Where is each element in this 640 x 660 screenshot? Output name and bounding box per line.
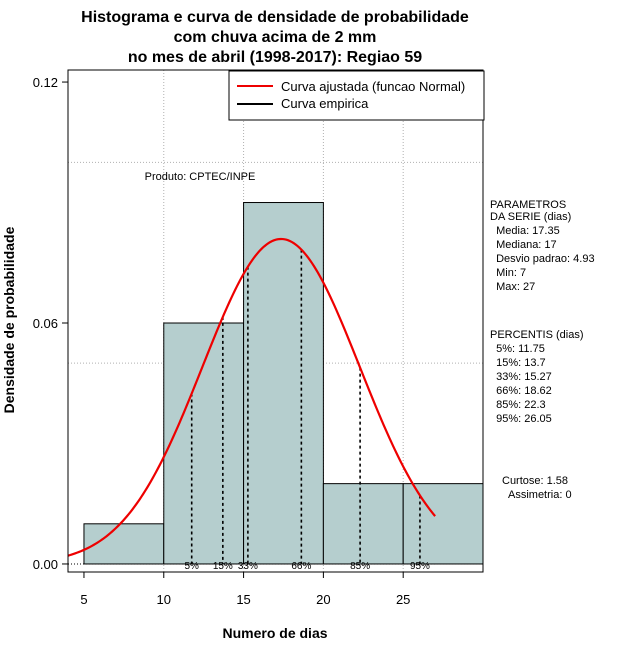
params-line: Min: 7 xyxy=(490,267,526,279)
percentis-line: 66%: 18.62 xyxy=(490,385,552,397)
bar-layer xyxy=(83,202,484,565)
title-line-2: com chuva acima de 2 mm xyxy=(174,29,377,46)
percentis-block: PERCENTIS (dias) 5%: 11.75 15%: 13.7 33%… xyxy=(490,329,584,425)
plot-frame xyxy=(67,69,484,573)
stats-line-kurtosis: Curtose: 1.58 xyxy=(502,475,568,487)
y-axis-title: Densidade de probabilidade xyxy=(1,226,17,413)
x-tick-label: 5 xyxy=(80,592,87,607)
histogram-bar xyxy=(322,483,404,565)
percentile-label: 66% xyxy=(291,561,311,572)
percentis-line: 33%: 15.27 xyxy=(490,371,552,383)
params-block: PARAMETROS DA SERIE (dias) Media: 17.35 … xyxy=(490,199,595,293)
x-tick-label: 15 xyxy=(236,592,250,607)
legend-label-empirical: Curva empirica xyxy=(281,96,369,111)
percentis-line: PERCENTIS (dias) xyxy=(490,329,584,341)
stats-line-skewness: Assimetria: 0 xyxy=(508,489,572,501)
histogram-bar xyxy=(163,322,245,565)
params-line: Desvio padrao: 4.93 xyxy=(490,253,595,265)
params-line: Media: 17.35 xyxy=(490,225,560,237)
percentile-label: 15% xyxy=(213,561,233,572)
percentile-label: 95% xyxy=(410,561,430,572)
curve-layer xyxy=(67,237,436,557)
percentile-layer: 5% 15% 33% 66% 85% 95% xyxy=(68,249,436,572)
chart-title: Histograma e curva de densidade de proba… xyxy=(81,9,469,66)
legend: Curva ajustada (funcao Normal) Curva emp… xyxy=(228,70,485,121)
title-line-3: no mes de abril (1998-2017): Regiao 59 xyxy=(128,49,422,66)
x-tick-label: 20 xyxy=(316,592,330,607)
axis-layer: 5 10 15 20 25 0.00 0.06 0.12 xyxy=(33,75,411,607)
fitted-normal-curve xyxy=(67,237,436,557)
params-line: DA SERIE (dias) xyxy=(490,211,571,223)
y-tick-label: 0.06 xyxy=(33,316,58,331)
percentile-label: 85% xyxy=(350,561,370,572)
percentis-line: 15%: 13.7 xyxy=(490,357,546,369)
y-tick-label: 0.12 xyxy=(33,75,58,90)
params-line: Max: 27 xyxy=(490,281,535,293)
legend-label-fitted: Curva ajustada (funcao Normal) xyxy=(281,79,465,94)
x-tick-label: 25 xyxy=(396,592,410,607)
percentis-line: 5%: 11.75 xyxy=(490,343,545,355)
stats-block: Curtose: 1.58 Assimetria: 0 xyxy=(502,475,572,501)
x-tick-label: 10 xyxy=(157,592,171,607)
product-label: Produto: CPTEC/INPE xyxy=(145,171,256,183)
percentile-label: 5% xyxy=(184,561,199,572)
histogram-bar xyxy=(402,483,484,565)
percentile-label: 33% xyxy=(238,561,258,572)
legend-box xyxy=(228,70,485,121)
params-line: Mediana: 17 xyxy=(490,239,557,251)
histogram-bar xyxy=(243,202,324,565)
percentis-line: 95%: 26.05 xyxy=(490,413,552,425)
params-line: PARAMETROS xyxy=(490,199,566,211)
title-line-1: Histograma e curva de densidade de proba… xyxy=(81,9,469,26)
percentis-line: 85%: 22.3 xyxy=(490,399,546,411)
x-axis-title: Numero de dias xyxy=(222,625,327,641)
y-tick-label: 0.00 xyxy=(33,557,58,572)
